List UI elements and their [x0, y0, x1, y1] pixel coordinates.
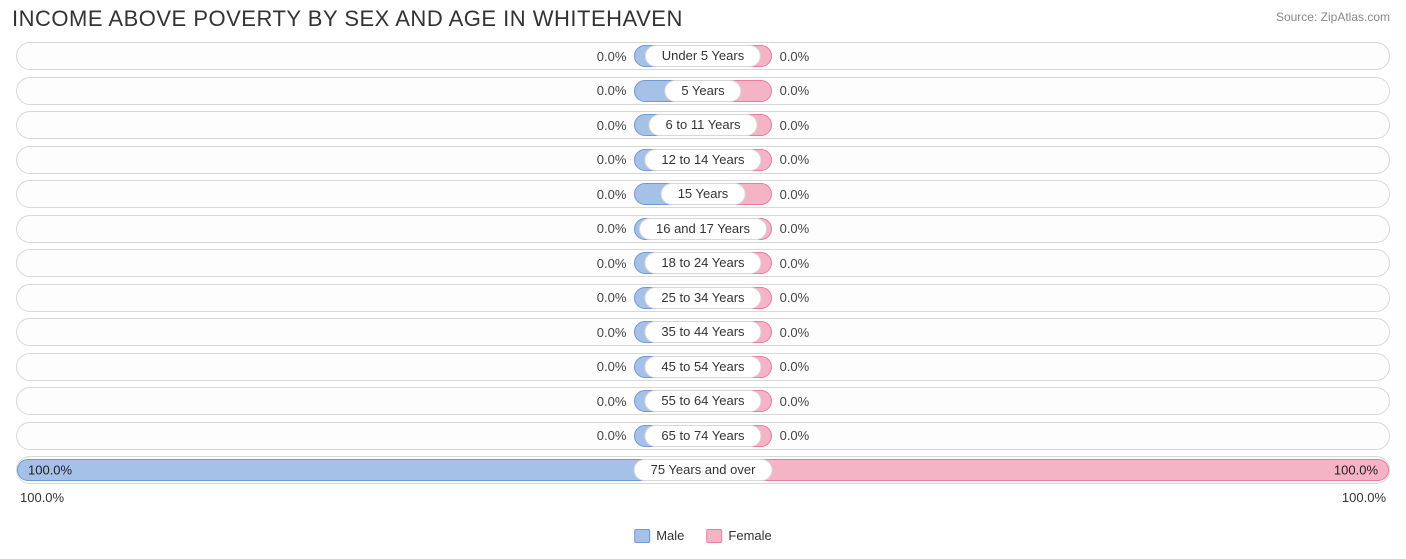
female-value-label: 0.0%: [780, 290, 810, 305]
legend-female-label: Female: [728, 528, 771, 543]
age-label: 55 to 64 Years: [644, 390, 761, 412]
female-value-label: 0.0%: [780, 83, 810, 98]
male-value-label: 0.0%: [597, 49, 627, 64]
age-label: 65 to 74 Years: [644, 425, 761, 447]
pyramid-row: 0.0% 0.0% 45 to 54 Years: [16, 353, 1390, 381]
pyramid-row: 0.0% 0.0% 5 Years: [16, 77, 1390, 105]
age-label: 25 to 34 Years: [644, 287, 761, 309]
male-value-label: 0.0%: [597, 152, 627, 167]
male-value-label: 100.0%: [28, 463, 72, 478]
age-label: 45 to 54 Years: [644, 356, 761, 378]
male-swatch-icon: [634, 529, 650, 543]
legend: Male Female: [634, 528, 772, 543]
female-value-label: 0.0%: [780, 152, 810, 167]
chart-header: INCOME ABOVE POVERTY BY SEX AND AGE IN W…: [0, 0, 1406, 42]
legend-item-male: Male: [634, 528, 684, 543]
female-value-label: 100.0%: [1334, 463, 1378, 478]
male-value-label: 0.0%: [597, 290, 627, 305]
age-label: 35 to 44 Years: [644, 321, 761, 343]
age-label: Under 5 Years: [645, 45, 761, 67]
male-value-label: 0.0%: [597, 325, 627, 340]
age-label: 16 and 17 Years: [639, 218, 767, 240]
female-value-label: 0.0%: [780, 221, 810, 236]
legend-male-label: Male: [656, 528, 684, 543]
male-value-label: 0.0%: [597, 428, 627, 443]
age-label: 18 to 24 Years: [644, 252, 761, 274]
female-value-label: 0.0%: [780, 428, 810, 443]
pyramid-row: 0.0% 0.0% 6 to 11 Years: [16, 111, 1390, 139]
legend-item-female: Female: [706, 528, 771, 543]
female-value-label: 0.0%: [780, 118, 810, 133]
female-value-label: 0.0%: [780, 359, 810, 374]
pyramid-row: 0.0% 0.0% 55 to 64 Years: [16, 387, 1390, 415]
age-label: 15 Years: [661, 183, 746, 205]
age-label: 12 to 14 Years: [644, 149, 761, 171]
female-swatch-icon: [706, 529, 722, 543]
pyramid-row: 0.0% 0.0% Under 5 Years: [16, 42, 1390, 70]
male-value-label: 0.0%: [597, 118, 627, 133]
male-value-label: 0.0%: [597, 359, 627, 374]
female-value-label: 0.0%: [780, 187, 810, 202]
pyramid-row: 0.0% 0.0% 25 to 34 Years: [16, 284, 1390, 312]
female-value-label: 0.0%: [780, 325, 810, 340]
axis-left-label: 100.0%: [20, 490, 64, 505]
age-label: 75 Years and over: [634, 459, 773, 481]
male-value-label: 0.0%: [597, 256, 627, 271]
pyramid-row: 0.0% 0.0% 35 to 44 Years: [16, 318, 1390, 346]
female-value-label: 0.0%: [780, 394, 810, 409]
male-value-label: 0.0%: [597, 83, 627, 98]
male-value-label: 0.0%: [597, 394, 627, 409]
pyramid-row: 0.0% 0.0% 15 Years: [16, 180, 1390, 208]
chart-area: 0.0%0.0%Under 5 Years0.0%0.0%5 Years0.0%…: [0, 42, 1406, 484]
female-value-label: 0.0%: [780, 256, 810, 271]
chart-source: Source: ZipAtlas.com: [1276, 10, 1390, 24]
x-axis: 100.0% 100.0%: [0, 486, 1406, 505]
female-value-label: 0.0%: [780, 49, 810, 64]
pyramid-row: 0.0% 0.0% 65 to 74 Years: [16, 422, 1390, 450]
pyramid-row: 0.0% 0.0% 12 to 14 Years: [16, 146, 1390, 174]
pyramid-row: 0.0% 0.0% 18 to 24 Years: [16, 249, 1390, 277]
male-value-label: 0.0%: [597, 221, 627, 236]
axis-right-label: 100.0%: [1342, 490, 1386, 505]
age-label: 6 to 11 Years: [649, 114, 758, 136]
female-bar: 100.0%: [703, 459, 1389, 481]
chart-title: INCOME ABOVE POVERTY BY SEX AND AGE IN W…: [12, 6, 683, 32]
pyramid-row: 100.0% 100.0% 75 Years and over: [16, 456, 1390, 484]
male-bar: 100.0%: [17, 459, 703, 481]
age-label: 5 Years: [664, 80, 741, 102]
pyramid-row: 0.0% 0.0% 16 and 17 Years: [16, 215, 1390, 243]
male-value-label: 0.0%: [597, 187, 627, 202]
